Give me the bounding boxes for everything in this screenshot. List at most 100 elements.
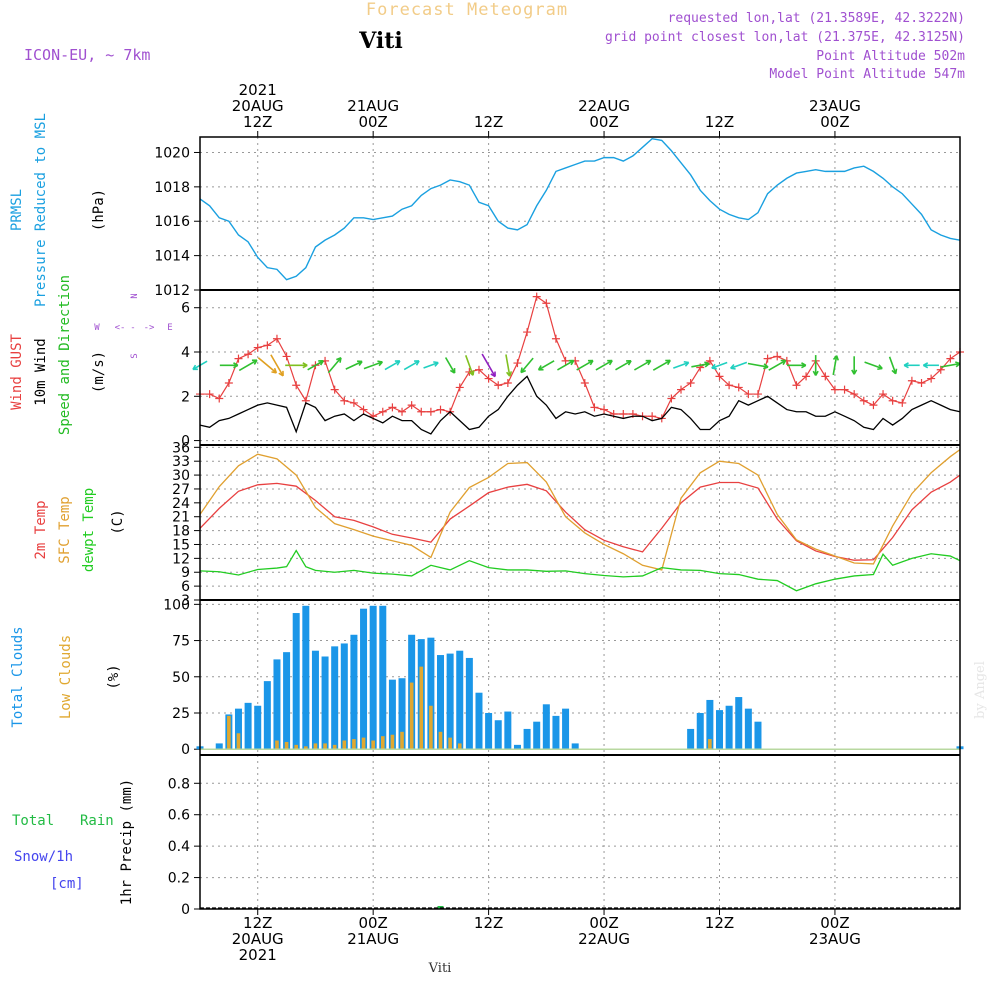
wind-arrow	[787, 362, 807, 369]
gust-marker	[821, 372, 830, 381]
top-time-label: 12Z	[243, 113, 272, 131]
wind-arrow-shaft	[520, 357, 534, 374]
compass-n: N	[130, 293, 140, 298]
gust-marker	[378, 407, 387, 416]
wind-arrow	[444, 357, 456, 374]
wind-arrow	[747, 362, 769, 370]
gust-marker	[282, 352, 291, 361]
clouds-label-total: Total Clouds	[10, 626, 26, 727]
pressure-line	[199, 137, 961, 281]
footer-location: Viti	[428, 961, 452, 976]
pressure-label-unit: (hPa)	[91, 189, 107, 231]
total-clouds-bar	[446, 653, 454, 750]
total-clouds-bar	[725, 705, 733, 750]
low-clouds-bar	[390, 734, 395, 750]
wind-arrow	[812, 355, 819, 376]
temperature-ytick-label: 33	[172, 454, 190, 470]
wind-arrow-shaft	[576, 359, 594, 371]
gust-marker	[407, 401, 416, 410]
bottom-time-label: 00Z	[358, 914, 387, 932]
location-name: Viti	[358, 28, 403, 54]
gust-marker	[263, 341, 272, 350]
compass-w: W	[94, 323, 100, 333]
total-clouds-bar	[687, 728, 695, 750]
bottom-time-label: 2021	[239, 946, 277, 964]
clouds-ytick-label: 75	[172, 634, 190, 650]
temperature-ytick-label: 3	[181, 593, 190, 609]
wind-arrow	[768, 359, 787, 371]
compass-e: E	[167, 323, 172, 333]
wind-arrow	[851, 356, 858, 375]
low-clouds-bar	[457, 743, 462, 750]
wind-arrow-head	[877, 364, 883, 371]
gust-marker	[850, 390, 859, 399]
gust-marker	[234, 354, 243, 363]
total-clouds-bar	[706, 699, 714, 750]
total-clouds-bar	[263, 681, 271, 750]
gust-marker	[253, 343, 262, 352]
low-clouds-bar	[438, 731, 443, 750]
precip-ytick-label: 0.8	[168, 776, 190, 792]
gust-marker	[744, 390, 753, 399]
gust-marker	[215, 394, 224, 403]
wind-arrow-head	[607, 359, 613, 366]
total-clouds-bar	[533, 721, 541, 750]
wind-arrow-head	[357, 360, 363, 366]
wind-arrow-head	[318, 359, 324, 366]
total-clouds-bar	[475, 692, 483, 750]
gust-marker	[917, 379, 926, 387]
gust-marker	[888, 396, 897, 405]
wind-arrow-head	[891, 368, 898, 375]
wind-ytick-label: 4	[181, 345, 190, 361]
wind-arrow-shaft	[615, 360, 632, 371]
wind-arrow-shaft	[307, 360, 324, 371]
wind-arrow-head	[271, 367, 278, 374]
wind-arrow-shaft	[327, 357, 342, 374]
precip-ytick-label: 0.6	[168, 808, 190, 824]
total-clouds-bar	[321, 656, 329, 750]
low-clouds-bar	[227, 715, 231, 750]
top-time-label: 23AUG	[809, 97, 861, 115]
clouds-ytick-label: 25	[172, 706, 190, 722]
wind-arrow	[615, 359, 632, 371]
clouds-label-low: Low Clouds	[58, 635, 74, 719]
wind-arrow-head	[468, 370, 475, 376]
wind-arrow-head	[506, 371, 513, 377]
total-clouds-bar	[465, 657, 473, 750]
total-clouds-bar	[234, 708, 242, 750]
gust-marker	[340, 396, 349, 405]
total-clouds-bar	[388, 679, 396, 750]
wind-arrow-head	[922, 362, 929, 369]
gust-marker	[830, 385, 839, 394]
wind-arrow	[520, 357, 534, 374]
low-clouds-bar	[294, 744, 299, 750]
bottom-time-label: 21AUG	[347, 930, 399, 948]
credit-watermark: by Angel	[973, 661, 988, 719]
clouds-panel: 0 25 50 75 100	[163, 597, 964, 758]
wind-arrow	[464, 355, 475, 376]
wind-arrow-head	[763, 363, 769, 370]
wind-arrow-head	[812, 370, 819, 376]
wind-ytick-label: 6	[181, 301, 190, 317]
plot-layer: 1012101410161018102002463691215182124273…	[154, 81, 964, 964]
total-clouds-bar	[292, 613, 300, 750]
wind-arrow-head	[377, 360, 383, 367]
top-time-label: 20AUG	[232, 97, 284, 115]
wind-speed-line	[199, 375, 961, 435]
wind-arrow	[345, 360, 363, 370]
gust-marker	[542, 299, 551, 308]
pressure-label-prmsl: PRMSL	[9, 189, 25, 231]
top-time-label: 21AUG	[347, 97, 399, 115]
clouds-ytick-label: 100	[163, 597, 190, 613]
wind-arrow-shaft	[730, 361, 748, 369]
top-time-label: 22AUG	[578, 97, 630, 115]
gust-marker	[773, 352, 782, 361]
wind-arrow-head	[192, 364, 198, 371]
gust-marker	[677, 385, 686, 394]
gust-marker	[859, 396, 868, 405]
temp-2m-line	[199, 474, 961, 561]
gust-marker	[705, 356, 714, 365]
gust-marker	[292, 381, 301, 390]
info-point-altitude: Point Altitude 502m	[816, 49, 965, 64]
pressure-ytick-label: 1012	[154, 283, 190, 299]
